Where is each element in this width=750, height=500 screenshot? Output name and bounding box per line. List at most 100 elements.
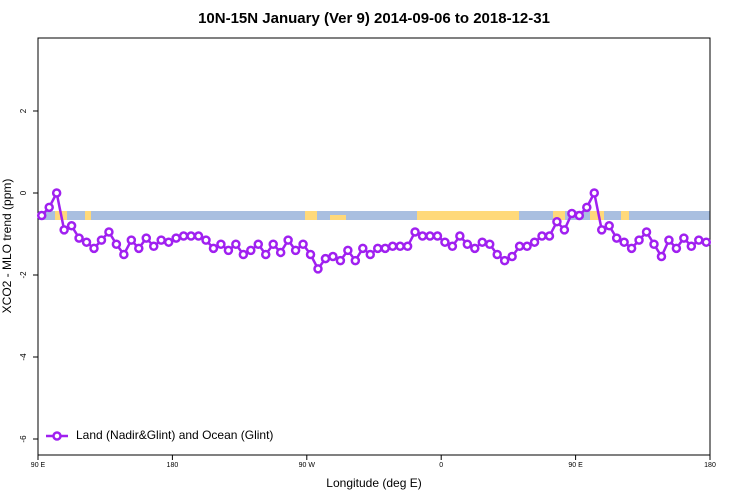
data-point: [260, 249, 271, 260]
data-point: [679, 233, 689, 243]
chart-title: 10N-15N January (Ver 9) 2014-09-06 to 20…: [198, 10, 550, 27]
data-point: [567, 208, 577, 219]
data-point: [163, 237, 174, 247]
data-point: [537, 231, 547, 241]
data-point: [589, 188, 600, 198]
data-point: [559, 225, 570, 235]
data-point: [320, 253, 331, 264]
y-tick-label: -4: [19, 353, 28, 361]
x-tick-label: 90 E: [568, 462, 583, 469]
data-point: [544, 231, 555, 241]
data-point: [671, 243, 682, 254]
series-line: [40, 189, 707, 272]
data-point: [238, 249, 249, 260]
data-point: [507, 251, 517, 262]
land-patch: [621, 211, 629, 220]
data-point: [470, 243, 480, 254]
data-point: [596, 225, 607, 235]
data-point: [395, 241, 405, 252]
data-point: [335, 255, 346, 266]
data-point: [634, 235, 644, 245]
data-point: [74, 233, 84, 243]
data-point: [246, 245, 256, 256]
data-point: [358, 243, 368, 254]
data-point: [582, 202, 592, 213]
data-point: [36, 210, 47, 221]
data-point: [492, 249, 502, 260]
y-tick-label: 2: [19, 108, 28, 113]
data-point: [432, 231, 443, 241]
land-patch: [305, 211, 317, 220]
data-point: [223, 245, 234, 256]
data-point: [387, 241, 398, 252]
data-point: [343, 245, 353, 256]
data-point: [514, 241, 525, 252]
data-point: [649, 239, 659, 249]
data-point: [44, 202, 54, 213]
data-point: [268, 239, 278, 249]
land-patch: [85, 211, 91, 220]
data-point: [447, 241, 458, 252]
legend-swatch-marker: [52, 431, 62, 441]
data-point: [275, 247, 286, 258]
data-point: [484, 239, 495, 249]
data-point: [686, 241, 697, 252]
data-point: [372, 243, 383, 254]
data-point: [305, 249, 316, 260]
data-point: [425, 231, 435, 241]
plot-frame: [37, 37, 711, 456]
data-point: [440, 237, 450, 247]
data-point: [216, 239, 226, 249]
x-tick-label: 90 W: [299, 462, 316, 469]
land-patch: [553, 211, 565, 220]
data-point: [231, 239, 241, 249]
data-point: [626, 243, 637, 254]
data-point: [186, 231, 196, 241]
data-point: [694, 235, 704, 245]
data-point: [51, 188, 62, 198]
data-point: [417, 231, 428, 241]
x-tick-label: 0: [439, 462, 443, 469]
y-tick-label: 0: [19, 190, 28, 195]
data-point: [134, 243, 144, 254]
data-point: [664, 235, 674, 245]
data-point: [619, 237, 629, 247]
data-point: [552, 216, 562, 227]
data-point: [604, 221, 614, 231]
data-point: [313, 264, 323, 274]
data-point: [455, 231, 465, 241]
land-patch: [330, 215, 346, 220]
y-tick-label: -6: [19, 435, 28, 443]
data-point: [328, 251, 338, 262]
data-point: [641, 227, 652, 237]
data-point: [81, 237, 92, 247]
ocean-strip: [38, 211, 710, 220]
y-tick-label: -2: [19, 271, 28, 279]
data-point: [96, 235, 107, 245]
data-point: [290, 245, 301, 256]
data-point: [111, 239, 122, 249]
x-axis-label: Longitude (deg E): [326, 476, 421, 490]
land-patch: [417, 211, 519, 220]
x-tick-label: 180: [167, 462, 179, 469]
data-point: [522, 241, 532, 252]
data-point: [178, 231, 189, 241]
data-point: [126, 235, 137, 245]
data-point: [350, 255, 361, 266]
data-point: [141, 233, 152, 243]
y-axis-label: XCO2 - MLO trend (ppm): [0, 179, 14, 314]
x-tick-label: 90 E: [31, 462, 46, 469]
data-point: [701, 237, 712, 247]
data-point: [208, 243, 219, 254]
data-point: [574, 210, 585, 221]
x-tick-label: 180: [704, 462, 716, 469]
data-point: [477, 237, 488, 247]
data-point: [193, 231, 204, 241]
data-point: [66, 221, 77, 231]
data-point: [156, 235, 166, 245]
data-point: [283, 235, 293, 245]
data-point: [380, 243, 390, 254]
land-patch: [590, 211, 604, 220]
